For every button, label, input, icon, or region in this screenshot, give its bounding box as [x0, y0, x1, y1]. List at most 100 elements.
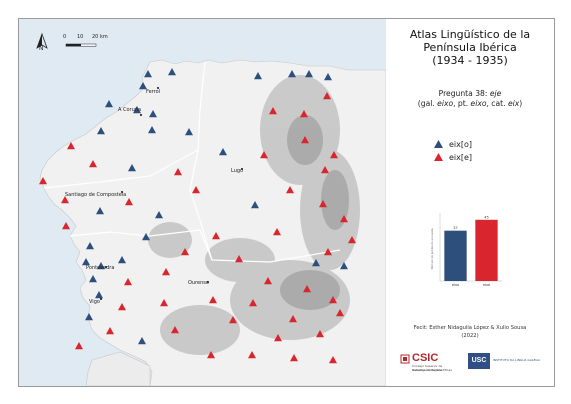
- point-eixo: [142, 233, 150, 241]
- legend-label-eixo: eix[o]: [449, 139, 473, 149]
- city-dot: [140, 114, 142, 116]
- red-triangle-icon: [434, 153, 443, 161]
- point-eixe: [336, 309, 344, 317]
- csic-wordmark: CSIC: [412, 352, 439, 364]
- point-eixo: [85, 313, 93, 321]
- point-eixo: [251, 201, 259, 209]
- city-label-lugo: Lugo: [231, 168, 244, 174]
- usc-sub: INSTITUTO DA LINGUA GALEGA: [493, 358, 540, 362]
- survey-points: [39, 68, 356, 364]
- legend-label-eixe: eix[e]: [449, 152, 473, 162]
- point-eixe: [229, 316, 237, 324]
- title-line-1: Atlas Lingüístico de la: [409, 28, 531, 41]
- point-eixe: [290, 354, 298, 362]
- question-term: eje: [489, 89, 502, 98]
- point-eixe: [235, 255, 243, 263]
- city-label-vigo: Vigo: [89, 299, 100, 305]
- point-eixo: [148, 126, 156, 134]
- city-dot: [241, 168, 243, 170]
- map-area: [19, 19, 386, 386]
- csic-emblem-icon: [400, 354, 410, 364]
- bar-value-label: 45: [484, 215, 488, 219]
- point-eixo: [312, 259, 320, 267]
- bar-category-label: eixo: [452, 283, 459, 287]
- city-dot: [105, 266, 107, 268]
- scale-label-10: 10: [77, 34, 84, 40]
- point-eixe: [329, 296, 337, 304]
- point-eixe: [274, 334, 282, 342]
- point-eixo: [105, 100, 113, 108]
- point-eixe: [260, 151, 268, 159]
- point-eixe: [39, 177, 47, 185]
- bar-value-label: 37: [453, 226, 457, 230]
- q-open: (gal.: [417, 99, 438, 108]
- q-close: ): [519, 99, 523, 108]
- point-eixe: [329, 356, 337, 364]
- point-eixe: [125, 198, 133, 206]
- land-portugal: [85, 351, 151, 386]
- north-arrow: [36, 32, 48, 49]
- point-eixe: [61, 196, 69, 204]
- point-eixo: [95, 291, 103, 299]
- credit-line-1: Fecit: Esther Nidagulia López & Xulio So…: [413, 325, 527, 331]
- point-eixo: [155, 211, 163, 219]
- point-eixo: [118, 256, 126, 264]
- q-gal: eixo: [437, 99, 454, 108]
- point-eixe: [249, 299, 257, 307]
- question-line-2: (gal. eixo, pt. eixo, cat. eix): [386, 99, 554, 109]
- point-eixe: [324, 248, 332, 256]
- point-eixe: [67, 142, 75, 150]
- point-eixe: [181, 248, 189, 256]
- point-eixe: [301, 136, 309, 144]
- bar-chart: Número de puntos de encuesta 37 eixo 45 eix…: [430, 213, 502, 287]
- city-label-ourense: Ourense: [188, 280, 209, 286]
- q-pt-sep: , pt.: [453, 99, 471, 108]
- point-eixo: [86, 242, 94, 250]
- bar-category-label: eixe: [483, 283, 490, 287]
- point-eixe: [348, 236, 356, 244]
- north-label: N: [39, 45, 44, 52]
- point-eixe: [106, 327, 114, 335]
- csic-logo: CSIC Consejo Superior de Investigaciones…: [400, 352, 462, 378]
- point-eixe: [264, 277, 272, 285]
- point-eixe: [269, 107, 277, 115]
- point-eixo: [288, 70, 296, 78]
- point-eixe: [289, 315, 297, 323]
- question-line-1: Pregunta 38: eje: [386, 89, 554, 99]
- csic-sub-2: Gobierno de España: [412, 367, 443, 372]
- point-eixo: [128, 164, 136, 172]
- point-eixo: [89, 275, 97, 283]
- point-eixe: [192, 186, 200, 194]
- point-eixe: [75, 342, 83, 350]
- blue-triangle-icon: [434, 140, 443, 148]
- point-eixo: [82, 258, 90, 266]
- chart-ylabel: Número de puntos de encuesta: [430, 228, 434, 269]
- point-eixe: [273, 228, 281, 236]
- point-eixe: [321, 166, 329, 174]
- province-borders: [43, 61, 341, 263]
- usc-wordmark: USC: [468, 353, 490, 369]
- point-eixe: [316, 330, 324, 338]
- point-eixe: [248, 351, 256, 359]
- q-cat: eix: [507, 99, 520, 108]
- point-eixe: [323, 92, 331, 100]
- point-eixo: [144, 70, 152, 78]
- q-cat-sep: , cat.: [486, 99, 508, 108]
- city-dot: [121, 191, 123, 193]
- legend-item-eixe: eix[e]: [434, 152, 472, 162]
- relief-dark: [280, 115, 349, 310]
- point-eixe: [118, 303, 126, 311]
- credit-line-2: (2022): [461, 333, 479, 339]
- point-eixe: [174, 168, 182, 176]
- point-eixe: [212, 232, 220, 240]
- point-eixe: [171, 326, 179, 334]
- point-eixe: [89, 160, 97, 168]
- point-eixo: [97, 127, 105, 135]
- point-eixo: [168, 68, 176, 76]
- point-eixo: [96, 207, 104, 215]
- point-eixo: [254, 72, 262, 80]
- point-eixo: [97, 262, 105, 270]
- point-eixe: [162, 268, 170, 276]
- bar-eixo: [444, 230, 467, 281]
- city-dot: [157, 87, 159, 89]
